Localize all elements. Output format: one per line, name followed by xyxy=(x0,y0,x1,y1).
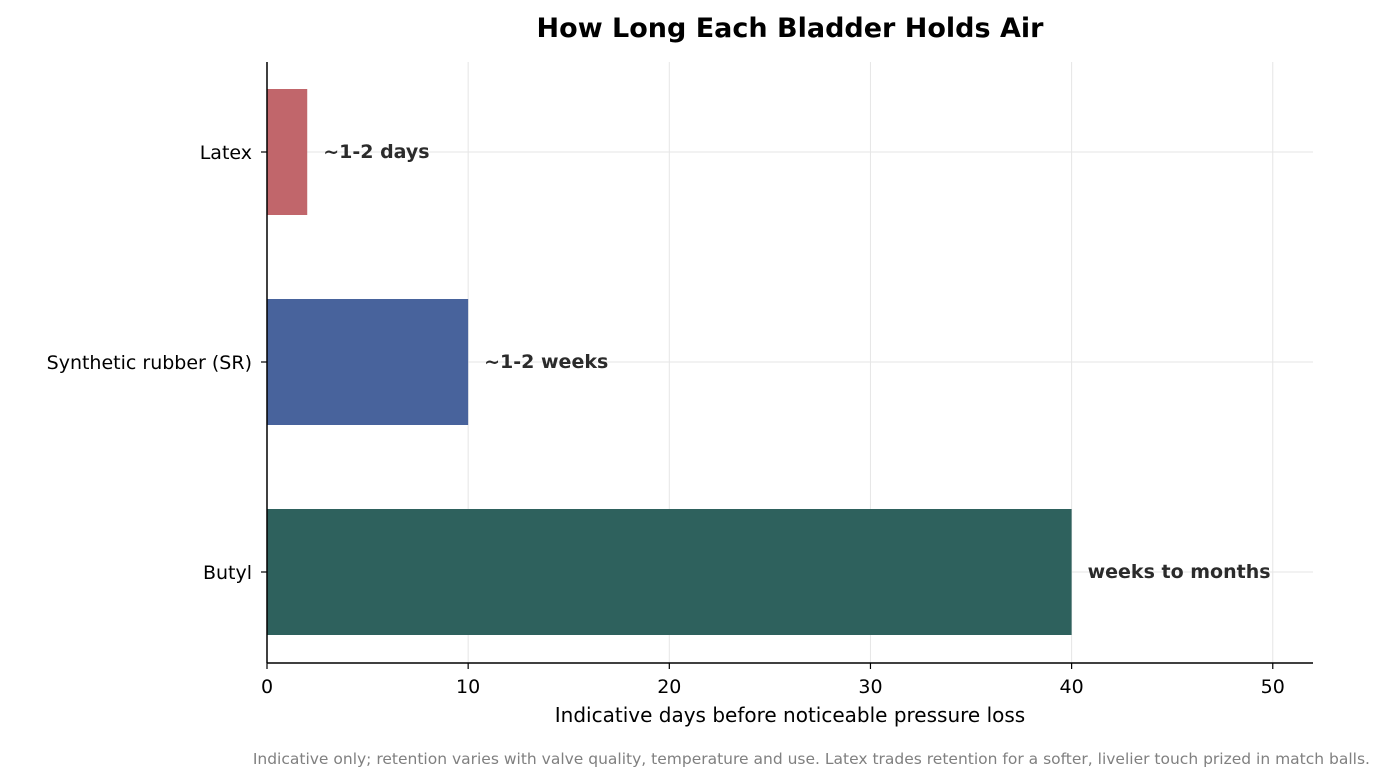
bar-synthetic-rubber-sr xyxy=(267,299,469,425)
x-tick-label: 40 xyxy=(1060,676,1084,698)
bar-latex xyxy=(267,89,308,215)
bar-butyl xyxy=(267,509,1072,635)
chart-footnote: Indicative only; retention varies with v… xyxy=(253,750,1370,768)
bars xyxy=(267,89,1072,635)
x-tick-label: 0 xyxy=(261,676,273,698)
chart-title: How Long Each Bladder Holds Air xyxy=(537,13,1045,44)
x-axis-label: Indicative days before noticeable pressu… xyxy=(555,703,1025,727)
y-tick-label: Synthetic rubber (SR) xyxy=(47,352,252,374)
x-tick-label: 10 xyxy=(456,676,480,698)
bar-value-label: weeks to months xyxy=(1088,561,1271,583)
bar-value-label: ~1-2 days xyxy=(323,141,429,163)
bar-value-label: ~1-2 weeks xyxy=(484,351,608,373)
ticks: 0 10 20 30 40 50 Latex Synthetic rubber (SR) But… xyxy=(47,142,1285,698)
x-tick-label: 30 xyxy=(858,676,882,698)
x-tick-label: 20 xyxy=(657,676,681,698)
x-tick-label: 50 xyxy=(1261,676,1285,698)
data-labels: ~1-2 days ~1-2 weeks weeks to months xyxy=(323,141,1270,583)
y-tick-label: Butyl xyxy=(203,562,252,584)
y-tick-label: Latex xyxy=(200,142,252,164)
